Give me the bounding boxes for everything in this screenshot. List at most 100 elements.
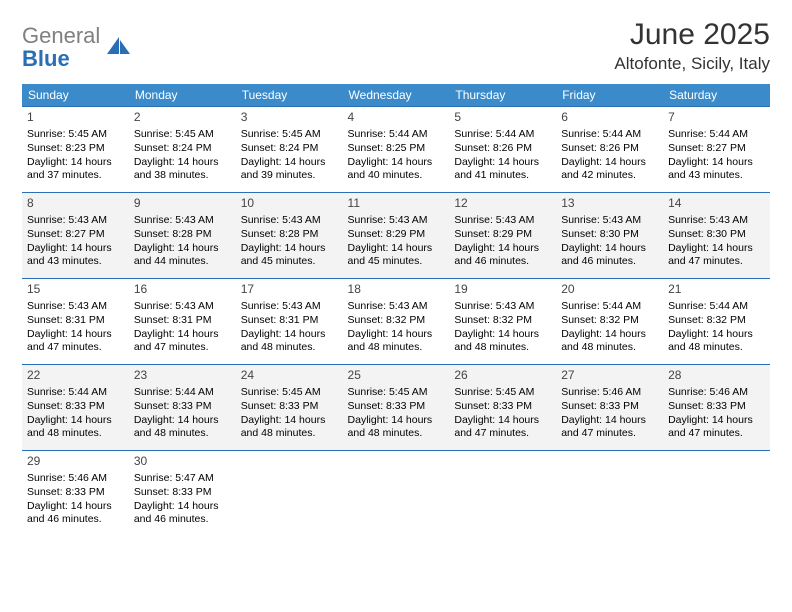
sunrise-text: Sunrise: 5:43 AM bbox=[27, 300, 124, 314]
calendar-day-cell: 3Sunrise: 5:45 AMSunset: 8:24 PMDaylight… bbox=[236, 107, 343, 193]
calendar-day-cell: 9Sunrise: 5:43 AMSunset: 8:28 PMDaylight… bbox=[129, 193, 236, 279]
sunrise-text: Sunrise: 5:44 AM bbox=[27, 386, 124, 400]
calendar-day-cell: 28Sunrise: 5:46 AMSunset: 8:33 PMDayligh… bbox=[663, 365, 770, 451]
daylight-text: Daylight: 14 hours and 44 minutes. bbox=[134, 242, 231, 270]
daylight-text: Daylight: 14 hours and 48 minutes. bbox=[561, 328, 658, 356]
sunrise-text: Sunrise: 5:43 AM bbox=[454, 214, 551, 228]
sunrise-text: Sunrise: 5:44 AM bbox=[454, 128, 551, 142]
day-number: 9 bbox=[134, 196, 231, 212]
daylight-text: Daylight: 14 hours and 47 minutes. bbox=[27, 328, 124, 356]
calendar-day-cell: 20Sunrise: 5:44 AMSunset: 8:32 PMDayligh… bbox=[556, 279, 663, 365]
calendar-empty-cell bbox=[449, 451, 556, 537]
calendar-table: Sunday Monday Tuesday Wednesday Thursday… bbox=[22, 84, 770, 537]
day-number: 19 bbox=[454, 282, 551, 298]
calendar-day-cell: 10Sunrise: 5:43 AMSunset: 8:28 PMDayligh… bbox=[236, 193, 343, 279]
calendar-day-cell: 6Sunrise: 5:44 AMSunset: 8:26 PMDaylight… bbox=[556, 107, 663, 193]
sunrise-text: Sunrise: 5:47 AM bbox=[134, 472, 231, 486]
calendar-day-cell: 14Sunrise: 5:43 AMSunset: 8:30 PMDayligh… bbox=[663, 193, 770, 279]
daylight-text: Daylight: 14 hours and 48 minutes. bbox=[241, 414, 338, 442]
calendar-day-cell: 12Sunrise: 5:43 AMSunset: 8:29 PMDayligh… bbox=[449, 193, 556, 279]
day-number: 25 bbox=[348, 368, 445, 384]
sunrise-text: Sunrise: 5:44 AM bbox=[668, 300, 765, 314]
calendar-day-cell: 7Sunrise: 5:44 AMSunset: 8:27 PMDaylight… bbox=[663, 107, 770, 193]
sunset-text: Sunset: 8:26 PM bbox=[561, 142, 658, 156]
sunset-text: Sunset: 8:28 PM bbox=[241, 228, 338, 242]
calendar-day-cell: 25Sunrise: 5:45 AMSunset: 8:33 PMDayligh… bbox=[343, 365, 450, 451]
daylight-text: Daylight: 14 hours and 48 minutes. bbox=[668, 328, 765, 356]
sunrise-text: Sunrise: 5:43 AM bbox=[348, 300, 445, 314]
sunrise-text: Sunrise: 5:43 AM bbox=[561, 214, 658, 228]
sunrise-text: Sunrise: 5:43 AM bbox=[134, 214, 231, 228]
calendar-empty-cell bbox=[556, 451, 663, 537]
calendar-header-row: Sunday Monday Tuesday Wednesday Thursday… bbox=[22, 84, 770, 107]
calendar-day-cell: 4Sunrise: 5:44 AMSunset: 8:25 PMDaylight… bbox=[343, 107, 450, 193]
dayhead-thursday: Thursday bbox=[449, 84, 556, 107]
day-number: 7 bbox=[668, 110, 765, 126]
sunset-text: Sunset: 8:33 PM bbox=[241, 400, 338, 414]
day-number: 30 bbox=[134, 454, 231, 470]
dayhead-tuesday: Tuesday bbox=[236, 84, 343, 107]
calendar-week-row: 8Sunrise: 5:43 AMSunset: 8:27 PMDaylight… bbox=[22, 193, 770, 279]
calendar-day-cell: 21Sunrise: 5:44 AMSunset: 8:32 PMDayligh… bbox=[663, 279, 770, 365]
day-number: 16 bbox=[134, 282, 231, 298]
sunset-text: Sunset: 8:30 PM bbox=[561, 228, 658, 242]
title-block: June 2025 Altofonte, Sicily, Italy bbox=[614, 18, 770, 74]
sunset-text: Sunset: 8:33 PM bbox=[348, 400, 445, 414]
calendar-day-cell: 13Sunrise: 5:43 AMSunset: 8:30 PMDayligh… bbox=[556, 193, 663, 279]
sunrise-text: Sunrise: 5:45 AM bbox=[27, 128, 124, 142]
day-number: 26 bbox=[454, 368, 551, 384]
sunrise-text: Sunrise: 5:45 AM bbox=[241, 128, 338, 142]
daylight-text: Daylight: 14 hours and 37 minutes. bbox=[27, 156, 124, 184]
calendar-day-cell: 26Sunrise: 5:45 AMSunset: 8:33 PMDayligh… bbox=[449, 365, 556, 451]
daylight-text: Daylight: 14 hours and 48 minutes. bbox=[241, 328, 338, 356]
day-number: 29 bbox=[27, 454, 124, 470]
sunrise-text: Sunrise: 5:44 AM bbox=[134, 386, 231, 400]
sunrise-text: Sunrise: 5:45 AM bbox=[348, 386, 445, 400]
daylight-text: Daylight: 14 hours and 48 minutes. bbox=[134, 414, 231, 442]
sunrise-text: Sunrise: 5:45 AM bbox=[454, 386, 551, 400]
sunset-text: Sunset: 8:31 PM bbox=[134, 314, 231, 328]
page-header: General Blue June 2025 Altofonte, Sicily… bbox=[22, 18, 770, 74]
day-number: 14 bbox=[668, 196, 765, 212]
logo-text-gray: General bbox=[22, 23, 100, 48]
daylight-text: Daylight: 14 hours and 42 minutes. bbox=[561, 156, 658, 184]
sunrise-text: Sunrise: 5:44 AM bbox=[348, 128, 445, 142]
calendar-day-cell: 24Sunrise: 5:45 AMSunset: 8:33 PMDayligh… bbox=[236, 365, 343, 451]
day-number: 8 bbox=[27, 196, 124, 212]
sunset-text: Sunset: 8:24 PM bbox=[241, 142, 338, 156]
calendar-week-row: 15Sunrise: 5:43 AMSunset: 8:31 PMDayligh… bbox=[22, 279, 770, 365]
sunset-text: Sunset: 8:33 PM bbox=[561, 400, 658, 414]
sunrise-text: Sunrise: 5:44 AM bbox=[561, 128, 658, 142]
day-number: 2 bbox=[134, 110, 231, 126]
sunrise-text: Sunrise: 5:43 AM bbox=[348, 214, 445, 228]
day-number: 3 bbox=[241, 110, 338, 126]
sunset-text: Sunset: 8:23 PM bbox=[27, 142, 124, 156]
dayhead-sunday: Sunday bbox=[22, 84, 129, 107]
sunset-text: Sunset: 8:27 PM bbox=[27, 228, 124, 242]
sunset-text: Sunset: 8:32 PM bbox=[454, 314, 551, 328]
calendar-day-cell: 23Sunrise: 5:44 AMSunset: 8:33 PMDayligh… bbox=[129, 365, 236, 451]
day-number: 12 bbox=[454, 196, 551, 212]
daylight-text: Daylight: 14 hours and 46 minutes. bbox=[27, 500, 124, 528]
sunrise-text: Sunrise: 5:43 AM bbox=[27, 214, 124, 228]
daylight-text: Daylight: 14 hours and 46 minutes. bbox=[454, 242, 551, 270]
location-subtitle: Altofonte, Sicily, Italy bbox=[614, 54, 770, 74]
sunset-text: Sunset: 8:32 PM bbox=[348, 314, 445, 328]
dayhead-wednesday: Wednesday bbox=[343, 84, 450, 107]
dayhead-friday: Friday bbox=[556, 84, 663, 107]
dayhead-monday: Monday bbox=[129, 84, 236, 107]
sunrise-text: Sunrise: 5:43 AM bbox=[241, 214, 338, 228]
calendar-day-cell: 5Sunrise: 5:44 AMSunset: 8:26 PMDaylight… bbox=[449, 107, 556, 193]
calendar-body: 1Sunrise: 5:45 AMSunset: 8:23 PMDaylight… bbox=[22, 107, 770, 537]
daylight-text: Daylight: 14 hours and 43 minutes. bbox=[27, 242, 124, 270]
sunrise-text: Sunrise: 5:44 AM bbox=[668, 128, 765, 142]
day-number: 10 bbox=[241, 196, 338, 212]
day-number: 27 bbox=[561, 368, 658, 384]
day-number: 23 bbox=[134, 368, 231, 384]
calendar-day-cell: 11Sunrise: 5:43 AMSunset: 8:29 PMDayligh… bbox=[343, 193, 450, 279]
daylight-text: Daylight: 14 hours and 46 minutes. bbox=[134, 500, 231, 528]
dayhead-saturday: Saturday bbox=[663, 84, 770, 107]
sunset-text: Sunset: 8:27 PM bbox=[668, 142, 765, 156]
sunrise-text: Sunrise: 5:43 AM bbox=[134, 300, 231, 314]
day-number: 15 bbox=[27, 282, 124, 298]
